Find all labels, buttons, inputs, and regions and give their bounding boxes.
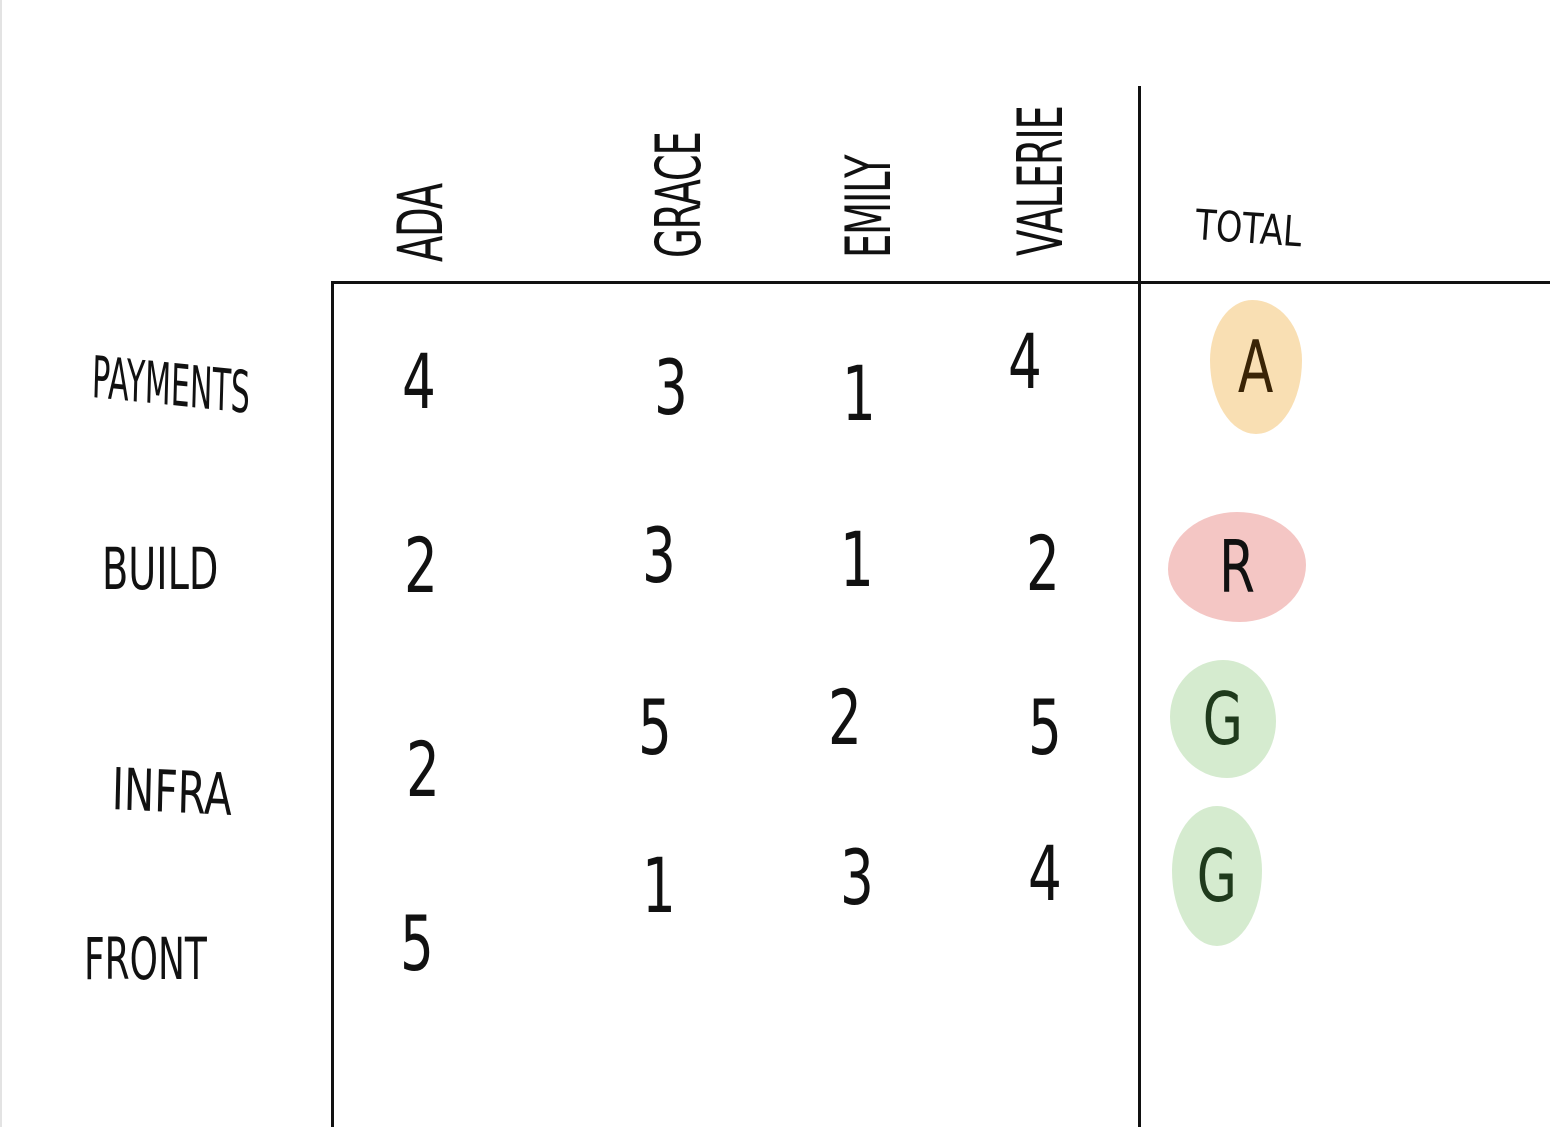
score-cell: 5 <box>400 899 434 988</box>
column-header-valerie: VALERIE <box>1004 106 1077 256</box>
status-letter: G <box>1196 834 1238 918</box>
row-label-infra: INFRA <box>111 755 233 829</box>
score-cell: 3 <box>840 833 874 922</box>
column-header-emily: EMILY <box>832 155 905 258</box>
score-cell: 3 <box>654 343 688 432</box>
score-cell: 1 <box>842 349 876 438</box>
total-column-divider-line <box>1138 86 1141 1127</box>
row-label-payments: PAYMENTS <box>91 343 251 427</box>
score-cell: 5 <box>1028 683 1062 772</box>
label-column-divider-line <box>331 281 334 1127</box>
row-label-build: BUILD <box>102 535 219 603</box>
status-letter: A <box>1238 325 1274 409</box>
status-badge-amber: A <box>1210 300 1302 434</box>
status-badge-green: G <box>1172 806 1262 946</box>
row-label-front: FRONT <box>84 925 207 993</box>
score-cell: 2 <box>828 673 862 762</box>
score-cell: 4 <box>1008 317 1042 406</box>
score-cell: 3 <box>642 511 676 600</box>
column-header-grace: GRACE <box>642 132 715 258</box>
header-divider-line <box>332 281 1550 284</box>
column-header-ada: ADA <box>384 184 457 262</box>
score-cell: 2 <box>406 725 440 814</box>
score-cell: 2 <box>404 521 438 610</box>
score-cell: 1 <box>642 841 676 930</box>
status-letter: G <box>1202 677 1244 761</box>
score-cell: 4 <box>402 337 436 426</box>
status-badge-green: G <box>1170 660 1276 778</box>
score-cell: 1 <box>840 515 874 604</box>
status-badge-red: R <box>1168 512 1306 622</box>
status-letter: R <box>1218 525 1256 609</box>
score-cell: 5 <box>638 683 672 772</box>
score-cell: 4 <box>1028 829 1062 918</box>
column-header-total: TOTAL <box>1193 200 1304 257</box>
score-cell: 2 <box>1026 519 1060 608</box>
